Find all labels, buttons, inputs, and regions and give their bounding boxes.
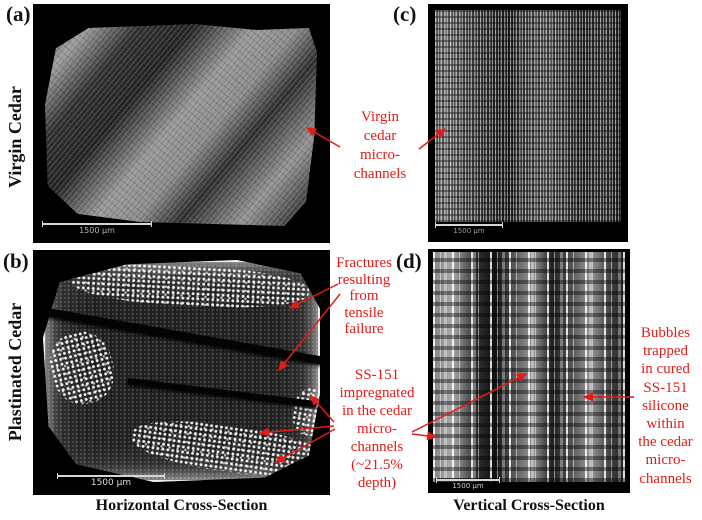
panel-c-micrograph: 1500 μm bbox=[428, 4, 628, 242]
sem-image-virgin-vertical bbox=[435, 10, 621, 222]
scale-bar-line bbox=[57, 473, 165, 479]
sem-image-plastinated-vertical bbox=[433, 252, 625, 482]
annotation-line: micro- bbox=[360, 147, 400, 163]
silicone-speckle-patch bbox=[43, 325, 121, 411]
scale-bar-label: 1500 μm bbox=[452, 482, 484, 490]
annotation-line: tensile bbox=[344, 304, 384, 321]
scale-bar: 1500 μm bbox=[435, 222, 503, 235]
annotation-line: Virgin bbox=[361, 109, 399, 125]
panel-label-d: (d) bbox=[396, 249, 422, 273]
annotation-line: micro- bbox=[645, 452, 686, 469]
annotation-line: within bbox=[646, 416, 685, 433]
annotation-line: depth) bbox=[357, 475, 397, 491]
annotation-line: channels bbox=[353, 166, 407, 182]
scale-bar-line bbox=[436, 477, 500, 483]
annotation-line: Bubbles bbox=[640, 325, 691, 341]
annotation-line: Fractures bbox=[336, 255, 392, 271]
scale-bar: 1500 μm bbox=[42, 221, 152, 235]
annotation-line: failure bbox=[344, 321, 384, 337]
row-label-plastinated-cedar: Plastinated Cedar bbox=[5, 302, 25, 442]
annotation-line: in cured bbox=[641, 361, 690, 378]
annotation-virgin-micro-channels: Virgin cedar micro- channels bbox=[331, 108, 429, 184]
scale-bar: 1500 μm bbox=[435, 477, 501, 491]
scale-bar: 1500 μm bbox=[57, 473, 165, 488]
annotation-line: in the cedar bbox=[342, 403, 412, 419]
sem-image-plastinated-horizontal bbox=[43, 260, 320, 482]
annotation-bubbles-trapped: Bubbles trapped in cured SS-151 silicone… bbox=[629, 324, 702, 488]
annotation-line: from bbox=[349, 288, 379, 304]
fracture-line bbox=[127, 378, 317, 408]
scale-bar-label: 1500 μm bbox=[90, 478, 132, 488]
scale-bar-line bbox=[435, 222, 503, 228]
panel-a-micrograph: 1500 μm bbox=[33, 4, 330, 243]
scale-bar-line bbox=[42, 221, 152, 227]
scale-bar-label: 1500 μm bbox=[453, 227, 485, 235]
row-label-virgin-cedar: Virgin Cedar bbox=[5, 86, 25, 188]
annotation-line: impregnated bbox=[339, 385, 415, 401]
annotation-line: SS-151 bbox=[643, 379, 688, 396]
annotation-line: silicone bbox=[642, 397, 689, 414]
panel-b-micrograph: 1500 μm bbox=[33, 250, 330, 495]
caption-horizontal-cross-section: Horizontal Cross-Section bbox=[95, 497, 268, 514]
panel-label-a: (a) bbox=[6, 2, 31, 26]
annotation-line: micro- bbox=[357, 421, 397, 437]
silicone-speckle-patch bbox=[70, 260, 310, 313]
annotation-line: resulting bbox=[337, 271, 391, 288]
panel-label-b: (b) bbox=[3, 249, 29, 273]
annotation-line: (~21.5% bbox=[351, 457, 403, 473]
scale-bar-label: 1500 μm bbox=[79, 226, 115, 235]
sem-image-virgin-horizontal bbox=[45, 24, 317, 226]
panel-label-c: (c) bbox=[393, 2, 417, 26]
annotation-line: trapped bbox=[643, 343, 688, 360]
annotation-ss151-impregnated: SS-151 impregnated in the cedar micro- c… bbox=[324, 366, 430, 492]
annotation-line: channels bbox=[350, 439, 404, 455]
annotation-line: SS-151 bbox=[354, 367, 400, 383]
panel-d-micrograph: 1500 μm bbox=[428, 249, 630, 493]
annotation-line: channels bbox=[639, 470, 692, 487]
annotation-fractures-tensile-failure: Fractures resulting from tensile failure bbox=[320, 255, 408, 338]
caption-vertical-cross-section: Vertical Cross-Section bbox=[453, 497, 605, 514]
annotation-line: cedar bbox=[363, 128, 397, 144]
annotation-line: the cedar bbox=[638, 434, 693, 451]
